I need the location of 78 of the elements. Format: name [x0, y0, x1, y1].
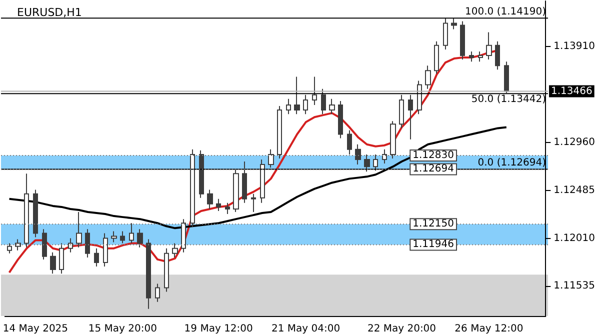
candlestick [364, 154, 370, 172]
candlestick [260, 159, 265, 204]
candlestick [76, 212, 82, 248]
candlestick [312, 76, 317, 106]
candlestick [460, 20, 465, 60]
x-tick-label: 21 May 04:00 [272, 324, 340, 334]
candlestick [268, 148, 274, 168]
candlestick [478, 50, 483, 62]
candlestick [103, 232, 108, 268]
candlestick [233, 169, 239, 213]
ref-line-label: 1.13466 [551, 86, 592, 97]
candlestick [425, 65, 431, 90]
candlestick [486, 32, 492, 60]
x-tick-label: 14 May 2025 [2, 324, 68, 334]
y-tick-label: 1.12485 [554, 184, 596, 196]
candlestick [469, 50, 474, 62]
candlestick [329, 98, 335, 115]
x-tick-label: 15 May 20:00 [88, 324, 157, 334]
candlestick [303, 94, 308, 115]
candlestick [15, 238, 21, 251]
candlestick [399, 94, 404, 129]
candlestick [321, 88, 326, 115]
candlestick [277, 106, 282, 159]
candlestick [338, 100, 343, 139]
candlestick [120, 230, 125, 244]
candlestick [24, 173, 29, 248]
candlestick [68, 238, 73, 253]
y-tick-label: 1.13910 [554, 40, 596, 52]
text: EURUSD,H1 [17, 6, 82, 19]
candlestick [347, 130, 352, 155]
ref-line-label: 50.0 (1.13442) [471, 94, 546, 106]
y-tick-label: 1.12960 [554, 136, 596, 148]
candlestick [181, 218, 186, 253]
ref-line-label: 1.11946 [412, 239, 454, 250]
candlestick [199, 150, 204, 198]
candlestick [190, 148, 195, 228]
candlestick [286, 98, 291, 115]
candlestick [172, 242, 178, 258]
x-tick-label: 22 May 20:00 [367, 324, 436, 334]
y-tick-label: 1.11535 [554, 280, 596, 292]
candlestick [85, 228, 90, 258]
candlestick [155, 283, 160, 302]
candlestick [504, 61, 509, 94]
candlestick [146, 238, 151, 310]
candlestick [242, 161, 247, 204]
x-tick-label: 26 May 12:00 [454, 324, 524, 334]
ref-line-label: 100.0 (1.14190) [465, 6, 546, 18]
candlestick [390, 120, 396, 159]
candlestick [434, 40, 439, 74]
candlestick [94, 248, 99, 268]
x-tick-label: 19 May 12:00 [184, 324, 253, 334]
ref-line-label: 1.12150 [412, 218, 454, 230]
candlestick [382, 148, 387, 164]
candlestick [294, 76, 300, 115]
candlestick [164, 248, 169, 292]
candlestick [59, 242, 64, 274]
candlestick [137, 228, 143, 248]
ref-line-label: 0.0 (1.12694) [478, 158, 546, 169]
candlestick [251, 193, 256, 213]
candlestick [495, 40, 500, 70]
candlestick [443, 18, 448, 50]
y-tick-label: 1.12010 [554, 232, 596, 244]
candlestick [417, 80, 422, 115]
candlestick [129, 222, 134, 244]
candlestick [7, 242, 12, 254]
ref-line-label: 1.12830 [412, 150, 454, 161]
candlestick [225, 202, 230, 215]
candlestick [451, 18, 457, 30]
candlestick [355, 144, 361, 166]
ref-line-label: 1.12694 [412, 164, 454, 175]
candlestick [50, 252, 56, 274]
candlestick [373, 154, 378, 172]
candlestick [216, 198, 221, 212]
candlestick [42, 228, 47, 260]
candlestick [33, 189, 38, 238]
candlestick [408, 94, 413, 140]
candlestick [207, 189, 213, 210]
candlestick [111, 230, 117, 243]
